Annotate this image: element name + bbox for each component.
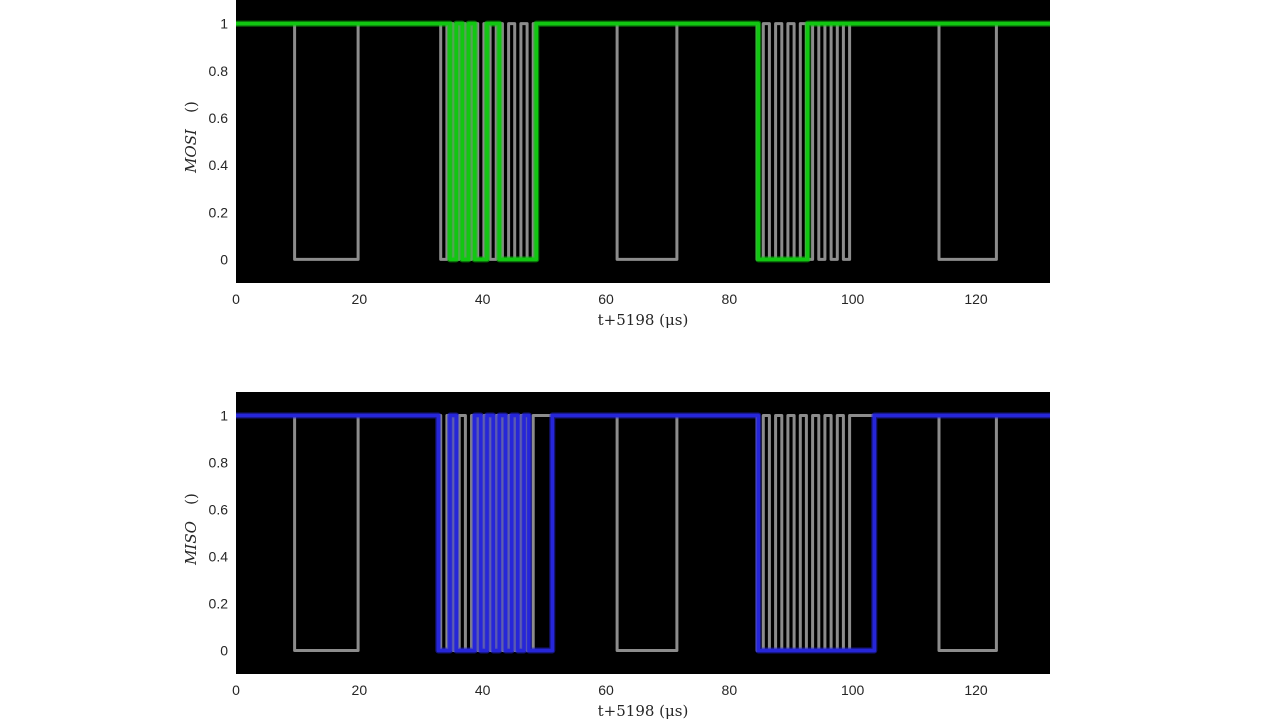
y-tick-label: 0.4 — [209, 549, 229, 565]
x-tick-label: 120 — [964, 291, 988, 307]
y-axis-label-group: MOSI () — [182, 101, 200, 174]
x-axis-label: t+5198 (μs) — [598, 702, 689, 720]
y-tick-label: 1 — [220, 16, 228, 32]
y-tick-labels: 0 0.2 0.4 0.6 0.8 1 — [209, 16, 229, 268]
traces — [236, 412, 1050, 654]
y-axis-label: MOSI — [182, 128, 200, 174]
x-tick-label: 40 — [475, 291, 491, 307]
x-tick-label: 80 — [722, 682, 738, 698]
x-tick-labels: 0 20 40 60 80 100 120 — [232, 291, 988, 307]
y-axis-label-group: MISO () — [182, 493, 200, 566]
x-tick-label: 20 — [352, 291, 368, 307]
y-tick-label: 0.8 — [209, 63, 229, 79]
x-tick-labels: 0 20 40 60 80 100 120 — [232, 682, 988, 698]
miso-panel: 0 0.2 0.4 0.6 0.8 1 0 20 40 60 80 100 120 t+5198 (μ… — [182, 392, 1050, 720]
x-tick-label: 120 — [964, 682, 988, 698]
plot-area — [236, 0, 1050, 283]
y-tick-label: 0.2 — [209, 204, 229, 220]
x-tick-label: 80 — [722, 291, 738, 307]
y-tick-label: 0.6 — [209, 502, 229, 518]
x-tick-label: 20 — [352, 682, 368, 698]
x-tick-label: 60 — [598, 291, 614, 307]
y-tick-labels: 0 0.2 0.4 0.6 0.8 1 — [209, 408, 229, 659]
x-axis-label: t+5198 (μs) — [598, 311, 689, 329]
y-tick-label: 0 — [220, 643, 228, 659]
clock-trace — [236, 414, 1050, 652]
plot-area — [236, 392, 1050, 674]
y-tick-label: 1 — [220, 408, 228, 424]
data-trace — [236, 413, 1050, 653]
y-tick-label: 0.8 — [209, 455, 229, 471]
x-tick-label: 0 — [232, 291, 240, 307]
y-tick-label: 0.6 — [209, 110, 229, 126]
y-tick-label: 0 — [220, 251, 228, 267]
x-tick-label: 60 — [598, 682, 614, 698]
data-trace — [236, 21, 1050, 262]
x-tick-label: 100 — [841, 682, 865, 698]
x-tick-label: 100 — [841, 291, 865, 307]
y-axis-unit: () — [182, 493, 200, 505]
mosi-panel: 0 0.2 0.4 0.6 0.8 1 0 20 40 60 80 100 120 t+5198 (μ… — [182, 0, 1050, 329]
y-tick-label: 0.2 — [209, 596, 229, 612]
traces — [236, 20, 1050, 263]
x-tick-label: 40 — [475, 682, 491, 698]
y-axis-unit: () — [182, 101, 200, 113]
y-tick-label: 0.4 — [209, 157, 229, 173]
y-axis-label: MISO — [182, 521, 200, 566]
x-tick-label: 0 — [232, 682, 240, 698]
